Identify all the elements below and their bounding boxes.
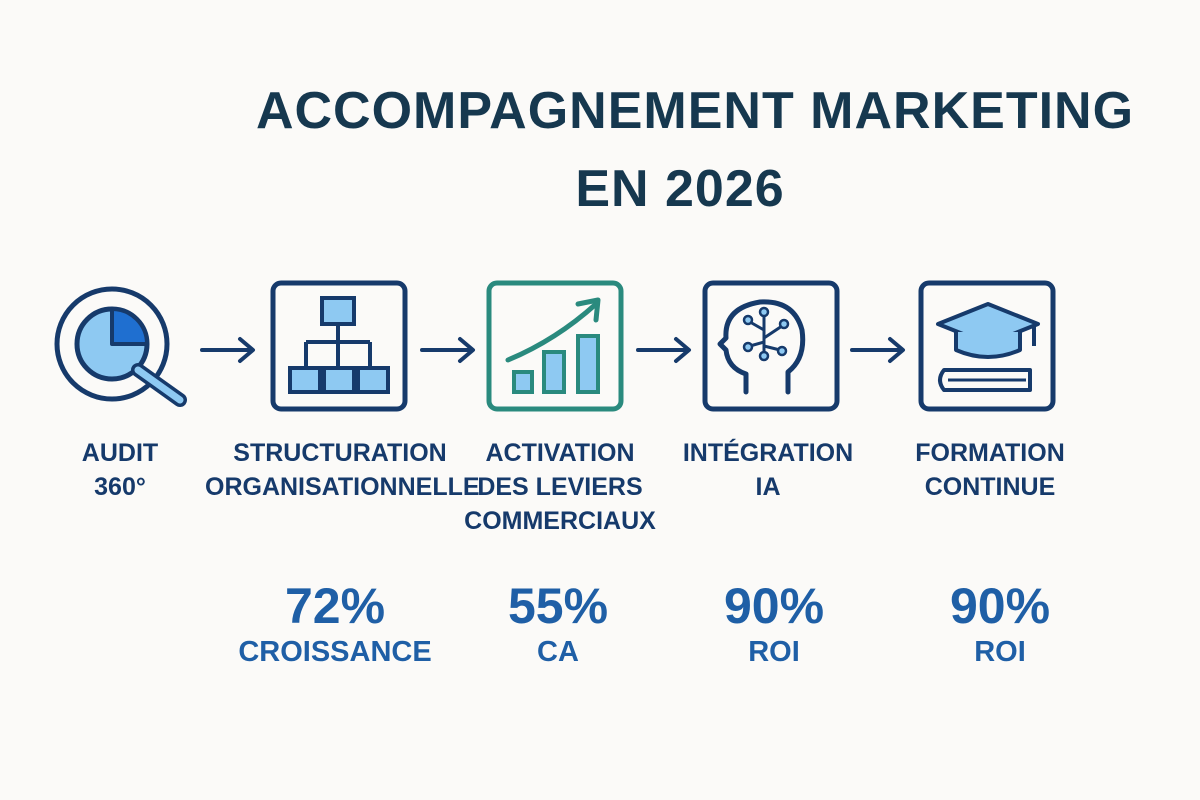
growth-chart-icon <box>486 280 624 412</box>
stat-caption: CA <box>537 636 579 668</box>
arrow-right-icon <box>200 337 255 363</box>
page-title: ACCOMPAGNEMENT MARKETING EN 2026 <box>0 72 1200 228</box>
stat-value: 55% <box>507 578 609 634</box>
org-chart-icon <box>270 280 408 412</box>
title-line-1: ACCOMPAGNEMENT MARKETING <box>255 82 1135 140</box>
stat-caption: ROI <box>748 636 800 668</box>
stat-value: 90% <box>949 578 1051 634</box>
graduation-cap-icon <box>918 280 1056 412</box>
magnifier-pie-icon <box>54 286 187 407</box>
title-line-2: EN 2026 <box>575 160 785 218</box>
arrow-right-icon <box>636 337 691 363</box>
step-label-structuration: STRUCTURATION ORGANISATIONNELLE <box>205 439 480 501</box>
stat-caption: CROISSANCE <box>238 636 432 668</box>
arrow-right-icon <box>420 337 475 363</box>
step-label-audit: AUDIT 360° <box>81 439 159 501</box>
stat-block: 90% ROI <box>890 578 1110 670</box>
step-label-formation: FORMATION CONTINUE <box>915 439 1065 501</box>
stat-value: 72% <box>284 578 386 634</box>
step-label-integration: INTÉGRATION IA <box>682 439 854 501</box>
stat-block: 90% ROI <box>664 578 884 670</box>
stat-block: 55% CA <box>448 578 668 670</box>
stat-caption: ROI <box>974 636 1026 668</box>
step-label-activation: ACTIVATION DES LEVIERS COMMERCIAUX <box>464 439 656 535</box>
arrow-right-icon <box>850 337 905 363</box>
stat-value: 90% <box>723 578 825 634</box>
stat-block: 72% CROISSANCE <box>225 578 445 670</box>
ai-brain-icon <box>702 280 840 412</box>
